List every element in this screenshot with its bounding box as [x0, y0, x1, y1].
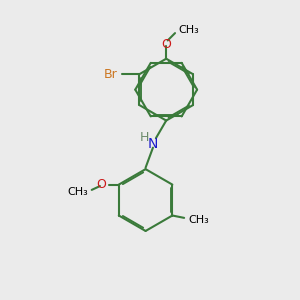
Text: O: O: [161, 38, 171, 50]
Text: CH₃: CH₃: [178, 25, 199, 35]
Text: H: H: [140, 130, 149, 143]
Text: Br: Br: [103, 68, 117, 81]
Text: CH₃: CH₃: [189, 215, 209, 225]
Text: N: N: [148, 136, 158, 151]
Text: O: O: [96, 178, 106, 191]
Text: CH₃: CH₃: [68, 187, 88, 197]
